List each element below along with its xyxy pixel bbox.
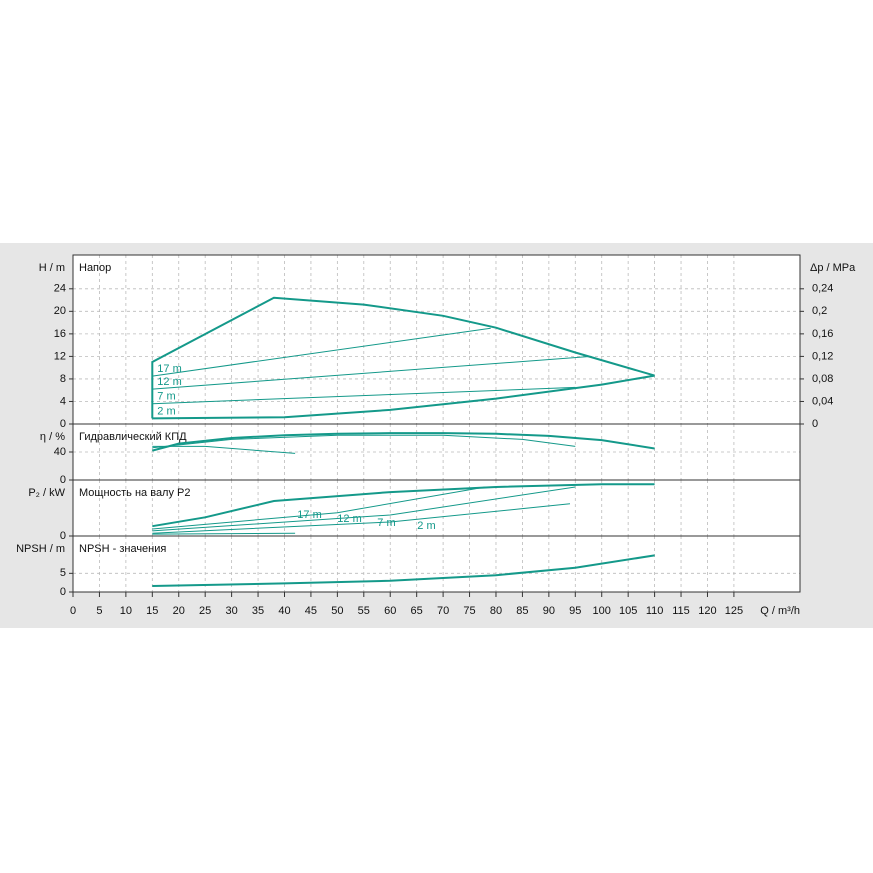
curve: [152, 486, 486, 530]
x-tick-label: 20: [173, 605, 185, 617]
x-tick-label: 45: [305, 605, 317, 617]
curve: [152, 434, 576, 449]
y2-tick-label: 0,16: [812, 328, 833, 340]
y-tick-label: 8: [60, 373, 66, 385]
x-tick-label: 110: [646, 605, 664, 617]
x-tick-label: 80: [490, 605, 502, 617]
curve-label: 12 m: [157, 376, 181, 388]
x-tick-label: 25: [199, 605, 211, 617]
curve-label: 17 m: [297, 509, 321, 521]
curve: [151, 296, 655, 419]
y-axis-label: P₂ / kW: [28, 487, 65, 499]
curve-label: 2 m: [417, 520, 435, 532]
y-tick-label: 0: [60, 418, 66, 430]
curve: [152, 503, 571, 534]
curve: [152, 445, 296, 454]
x-tick-label: 115: [672, 605, 690, 617]
panel-title: NPSH - значения: [79, 543, 166, 555]
curve-label: 7 m: [377, 517, 395, 529]
curve-label: 12 m: [337, 513, 361, 525]
y-tick-label: 12: [54, 350, 66, 362]
curve: [152, 532, 296, 535]
curve: [152, 432, 655, 452]
y2-tick-label: 0,08: [812, 373, 833, 385]
curve: [152, 483, 655, 528]
y2-tick-label: 0,2: [812, 305, 827, 317]
y-tick-label: 16: [54, 328, 66, 340]
y2-tick-label: 0,12: [812, 350, 833, 362]
x-tick-label: 35: [252, 605, 264, 617]
x-tick-label: 55: [358, 605, 370, 617]
curve: [152, 486, 576, 532]
panel-title: Мощность на валу P2: [79, 487, 191, 499]
y2-axis-label: Δp / MPa: [810, 262, 856, 274]
y2-tick-label: 0,24: [812, 283, 833, 295]
x-tick-label: 65: [411, 605, 423, 617]
x-tick-label: 60: [384, 605, 396, 617]
y-tick-label: 0: [60, 474, 66, 486]
x-tick-label: 30: [225, 605, 237, 617]
y-tick-label: 20: [54, 305, 66, 317]
curve: [152, 327, 491, 377]
x-tick-label: 0: [70, 605, 76, 617]
x-tick-label: 90: [543, 605, 555, 617]
x-tick-label: 85: [516, 605, 528, 617]
y-tick-label: 0: [60, 530, 66, 542]
curve-label: 2 m: [157, 405, 175, 417]
curve-label: 7 m: [157, 391, 175, 403]
curve: [152, 355, 592, 390]
y-axis-label: H / m: [39, 262, 65, 274]
y-tick-label: 0: [60, 586, 66, 598]
x-tick-label: 5: [96, 605, 102, 617]
x-tick-label: 50: [331, 605, 343, 617]
panel-title: Гидравлический КПД: [79, 431, 187, 443]
x-axis-label: Q / m³/h: [760, 605, 800, 617]
x-tick-label: 125: [725, 605, 743, 617]
y-tick-label: 40: [54, 446, 66, 458]
y-tick-label: 24: [54, 283, 66, 295]
plot-frame: [72, 535, 801, 593]
curve-label: 17 m: [157, 363, 181, 375]
y-axis-label: NPSH / m: [16, 543, 65, 555]
x-tick-label: 40: [278, 605, 290, 617]
x-tick-label: 105: [619, 605, 637, 617]
y-tick-label: 5: [60, 567, 66, 579]
y2-tick-label: 0,04: [812, 395, 833, 407]
panel-title: Напор: [79, 262, 111, 274]
y-axis-label: η / %: [40, 431, 65, 443]
curve: [152, 554, 655, 587]
y2-tick-label: 0: [812, 418, 818, 430]
x-tick-label: 75: [463, 605, 475, 617]
curve: [152, 416, 285, 419]
x-tick-label: 10: [120, 605, 132, 617]
curve: [152, 386, 576, 405]
x-tick-label: 120: [698, 605, 716, 617]
x-tick-label: 100: [593, 605, 611, 617]
x-tick-label: 95: [569, 605, 581, 617]
x-tick-label: 70: [437, 605, 449, 617]
y-tick-label: 4: [60, 395, 66, 407]
x-tick-label: 15: [146, 605, 158, 617]
